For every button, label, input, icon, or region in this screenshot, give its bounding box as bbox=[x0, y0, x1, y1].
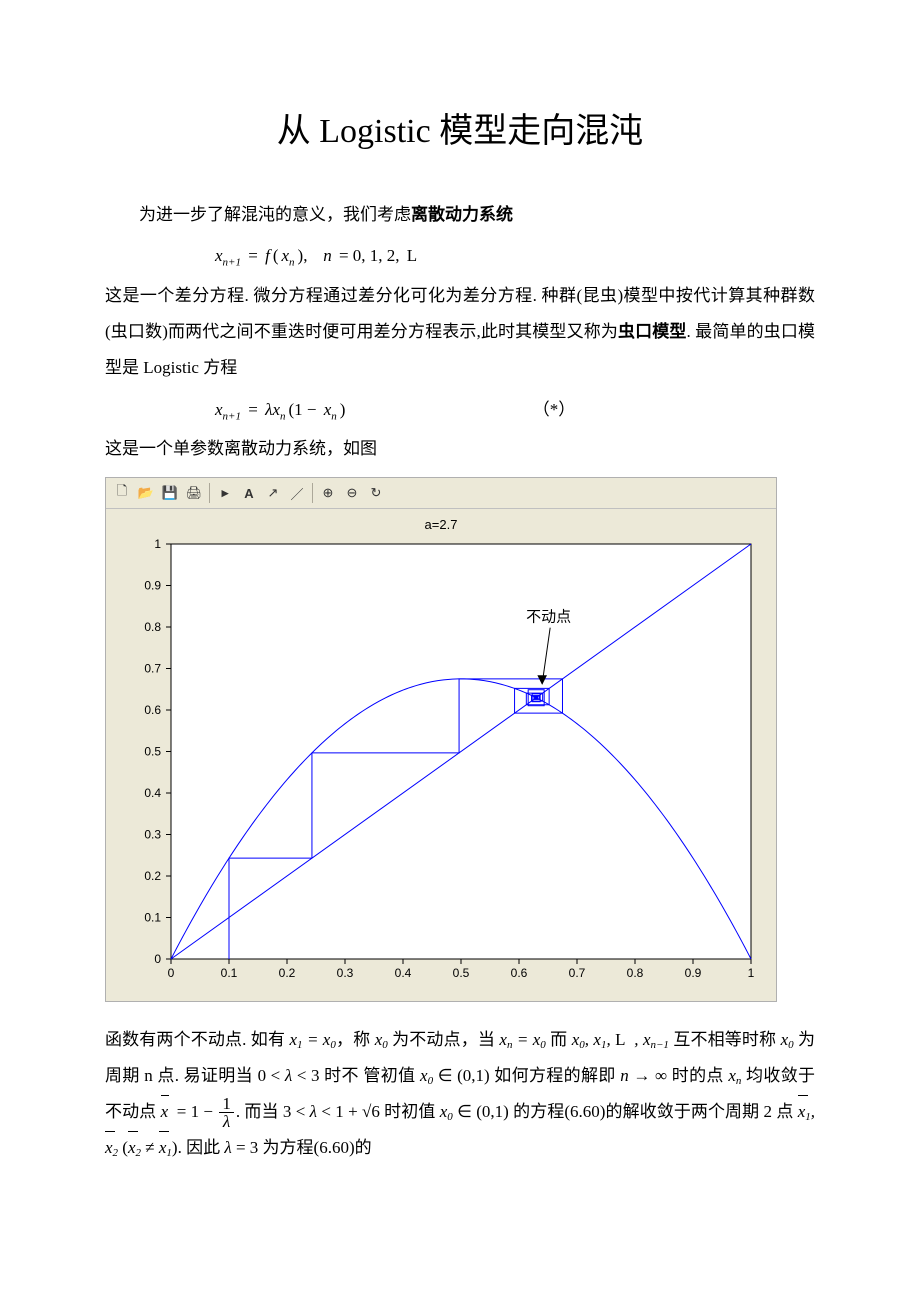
math-x0in-2: x0 ∈ (0,1) bbox=[440, 1102, 509, 1121]
intro-paragraph: 为进一步了解混沌的意义，我们考虑离散动力系统 bbox=[105, 197, 815, 233]
para4-h: 如何方程的解即 bbox=[490, 1066, 621, 1085]
zoom-in-icon[interactable]: ⊕ bbox=[316, 481, 340, 505]
svg-text:0.5: 0.5 bbox=[453, 966, 470, 980]
svg-text:0.1: 0.1 bbox=[144, 911, 161, 925]
math-x0in-1: x0 ∈ (0,1) bbox=[420, 1066, 490, 1085]
svg-text:0.8: 0.8 bbox=[627, 966, 644, 980]
toolbar-separator-2 bbox=[312, 483, 313, 503]
para4-d: 而 bbox=[546, 1030, 572, 1049]
svg-text:0.3: 0.3 bbox=[144, 828, 161, 842]
open-icon[interactable]: 📂 bbox=[134, 481, 158, 505]
para1-bold: 离散动力系统 bbox=[411, 205, 513, 224]
arrow-annot-icon[interactable]: ↗ bbox=[261, 481, 285, 505]
plot-title: a=2.7 bbox=[116, 517, 766, 532]
para2-bold: 虫口模型 bbox=[618, 322, 687, 341]
pointer-icon[interactable]: ▸ bbox=[213, 481, 237, 505]
para4-e: 互不相等时称 bbox=[669, 1030, 781, 1049]
formula-2-tag: （*） bbox=[533, 396, 576, 423]
svg-text:0.8: 0.8 bbox=[144, 620, 161, 634]
formula-2: xn+1 = λxn(1 − xn) （*） bbox=[105, 390, 815, 432]
para4: 函数有两个不动点. 如有 x1 = x0，称 x0 为不动点，当 xn = x0… bbox=[105, 1022, 815, 1166]
svg-text:0.6: 0.6 bbox=[144, 703, 161, 717]
math-ninf: n → ∞ bbox=[620, 1066, 667, 1085]
math-xbar: x = 1 − 1λ bbox=[161, 1102, 236, 1121]
toolbar-separator bbox=[209, 483, 210, 503]
new-icon[interactable]: 🗋 bbox=[110, 481, 134, 505]
math-xn: xn bbox=[728, 1066, 741, 1085]
math-x1x0: x1 = x0 bbox=[290, 1030, 336, 1049]
svg-text:0.5: 0.5 bbox=[144, 745, 161, 759]
rotate-icon[interactable]: ↻ bbox=[364, 481, 388, 505]
para4-n: . 因此 bbox=[178, 1138, 225, 1157]
zoom-out-icon[interactable]: ⊖ bbox=[340, 481, 364, 505]
math-range1: 0 < λ < 3 bbox=[258, 1066, 320, 1085]
svg-text:0.4: 0.4 bbox=[144, 786, 161, 800]
svg-text:0.7: 0.7 bbox=[569, 966, 586, 980]
svg-text:0.7: 0.7 bbox=[144, 662, 161, 676]
figure-toolbar: 🗋 📂 💾 🖨 ▸ A ↗ ／ ⊕ ⊖ ↻ bbox=[106, 478, 776, 509]
svg-text:0.2: 0.2 bbox=[279, 966, 296, 980]
math-xnx0: xn = x0 bbox=[499, 1030, 545, 1049]
save-icon[interactable]: 💾 bbox=[158, 481, 182, 505]
para4-o: 为方程(6.60)的 bbox=[258, 1138, 371, 1157]
text-icon[interactable]: A bbox=[237, 481, 261, 505]
svg-text:1: 1 bbox=[748, 966, 755, 980]
page-title: 从 Logistic 模型走向混沌 bbox=[105, 103, 815, 152]
para3: 这是一个单参数离散动力系统，如图 bbox=[105, 431, 815, 467]
svg-text:1: 1 bbox=[154, 537, 161, 551]
document-page: 从 Logistic 模型走向混沌 为进一步了解混沌的意义，我们考虑离散动力系统… bbox=[0, 0, 920, 1302]
math-seq: x0, x1, L , xn−1 bbox=[572, 1030, 669, 1049]
para4-m: 的方程(6.60)的解收敛于两个周期 2 点 bbox=[509, 1102, 798, 1121]
math-x0-1: x0 bbox=[375, 1030, 388, 1049]
para1-text: 为进一步了解混沌的意义，我们考虑 bbox=[139, 205, 411, 224]
svg-text:0: 0 bbox=[168, 966, 175, 980]
math-range2: 3 < λ < 1 + √6 bbox=[283, 1102, 380, 1121]
svg-text:0.9: 0.9 bbox=[685, 966, 702, 980]
para2: 这是一个差分方程. 微分方程通过差分化可化为差分方程. 种群(昆虫)模型中按代计… bbox=[105, 278, 815, 385]
svg-text:不动点: 不动点 bbox=[526, 609, 571, 626]
svg-text:0.6: 0.6 bbox=[511, 966, 528, 980]
math-x0-2: x0 bbox=[781, 1030, 794, 1049]
svg-text:0.9: 0.9 bbox=[144, 579, 161, 593]
para4-b: ，称 bbox=[336, 1030, 375, 1049]
para4-a: 函数有两个不动点. 如有 bbox=[105, 1030, 290, 1049]
svg-text:0: 0 bbox=[154, 952, 161, 966]
svg-text:0.3: 0.3 bbox=[337, 966, 354, 980]
svg-text:0.1: 0.1 bbox=[221, 966, 238, 980]
logistic-cobweb-plot: 0 0.1 0.2 0.3 0.4 0.5 0.6 0.7 0.8 0.9 1 0 0.1 0.2 0.3 0… bbox=[116, 534, 766, 989]
para4-c: 为不动点，当 bbox=[388, 1030, 500, 1049]
chart-container: 🗋 📂 💾 🖨 ▸ A ↗ ／ ⊕ ⊖ ↻ a=2.7 0 0.1 0.2 0.3 0.… bbox=[105, 477, 777, 1002]
line-icon[interactable]: ／ bbox=[285, 481, 309, 505]
para4-i: 时的点 bbox=[667, 1066, 728, 1085]
formula-1: xn+1 = f(xn), n = 0, 1, 2, L bbox=[105, 236, 815, 278]
para4-l: 时初值 bbox=[380, 1102, 440, 1121]
math-lam3: λ = 3 bbox=[224, 1138, 258, 1157]
print-icon[interactable]: 🖨 bbox=[182, 481, 206, 505]
plot-area: a=2.7 00.10.20.30.40.50.60.70.80.9100.10… bbox=[106, 509, 776, 1001]
svg-text:0.2: 0.2 bbox=[144, 869, 161, 883]
para4-k: . 而当 bbox=[236, 1102, 283, 1121]
svg-text:0.4: 0.4 bbox=[395, 966, 412, 980]
para4-g: 时不 管初值 bbox=[320, 1066, 421, 1085]
